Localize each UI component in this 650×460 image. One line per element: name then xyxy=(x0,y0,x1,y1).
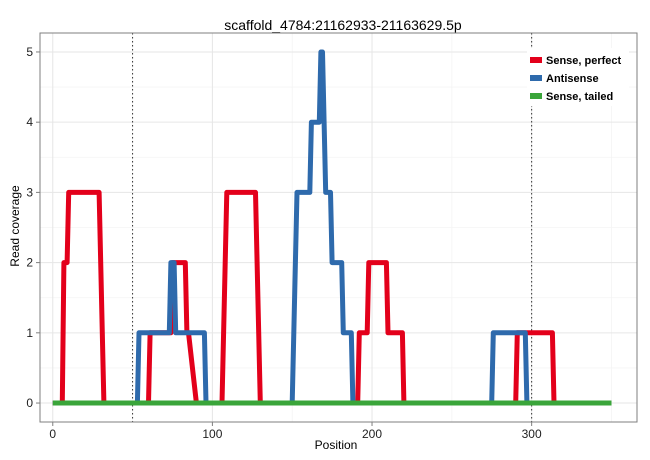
y-axis-ticks: 0 1 2 3 4 5 xyxy=(26,45,40,410)
legend-swatch xyxy=(530,57,542,63)
legend-label: Sense, perfect xyxy=(546,55,622,67)
y-axis-title: Read coverage xyxy=(8,185,22,267)
y-tick-label: 3 xyxy=(26,185,33,199)
y-tick-label: 4 xyxy=(26,115,33,129)
legend-label: Sense, tailed xyxy=(546,91,613,103)
plot-panel-border xyxy=(39,32,638,423)
y-tick-label: 5 xyxy=(26,45,33,59)
x-tick-label: 300 xyxy=(522,427,542,441)
y-tick-label: 0 xyxy=(26,396,33,410)
x-axis-title: Position xyxy=(315,438,358,452)
legend-swatch xyxy=(530,75,542,81)
y-tick-label: 1 xyxy=(26,326,33,340)
x-axis-ticks: 0 100 200 300 xyxy=(49,422,542,441)
x-tick-label: 200 xyxy=(362,427,382,441)
legend: Sense, perfect Antisense Sense, tailed xyxy=(527,48,629,106)
legend-swatch xyxy=(530,93,542,99)
x-tick-label: 0 xyxy=(49,427,56,441)
x-tick-label: 100 xyxy=(202,427,222,441)
y-tick-label: 2 xyxy=(26,256,33,270)
series-lines xyxy=(52,49,612,406)
series-line-antisense xyxy=(52,49,612,406)
legend-box xyxy=(527,48,629,106)
chart-title: scaffold_4784:21162933-21163629.5p xyxy=(224,17,462,33)
legend-label: Antisense xyxy=(546,73,599,85)
